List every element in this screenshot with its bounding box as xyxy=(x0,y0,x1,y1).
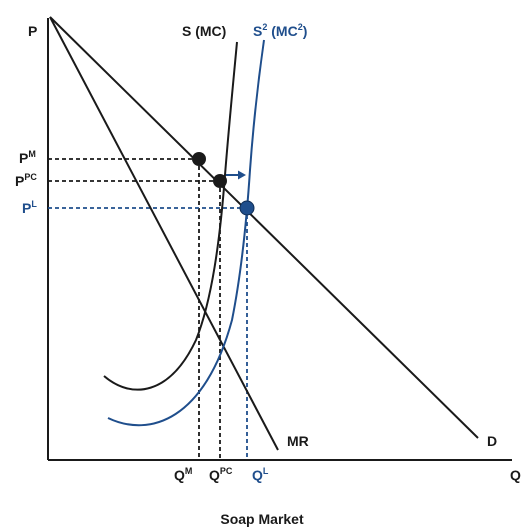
quantity-monopoly-label: QM xyxy=(174,466,192,483)
price-perfect-competition-label: PPC xyxy=(15,172,37,189)
marginal-revenue-curve xyxy=(49,16,279,451)
price-lower-label: PL xyxy=(22,199,37,216)
shift-arrow-head xyxy=(238,170,246,180)
diagram-caption: Soap Market xyxy=(220,511,304,527)
x-axis-label: Q xyxy=(510,467,521,483)
supply2-mc2-curve xyxy=(107,39,265,427)
price-monopoly-label: PM xyxy=(19,149,36,166)
supply-mc-label: S (MC) xyxy=(182,23,226,39)
monopoly-point xyxy=(192,152,206,166)
lower-cost-point xyxy=(239,200,255,216)
demand-curve xyxy=(49,16,479,439)
quantity-lower-label: QL xyxy=(252,466,269,483)
supply-mc-curve xyxy=(103,41,238,391)
perfect-competition-point xyxy=(213,174,227,188)
marginal-revenue-label: MR xyxy=(287,433,309,449)
y-axis-label: P xyxy=(28,23,37,39)
supply2-mc2-label: S2 (MC2) xyxy=(253,22,307,39)
demand-label: D xyxy=(487,433,497,449)
quantity-perfect-competition-label: QPC xyxy=(209,466,233,483)
